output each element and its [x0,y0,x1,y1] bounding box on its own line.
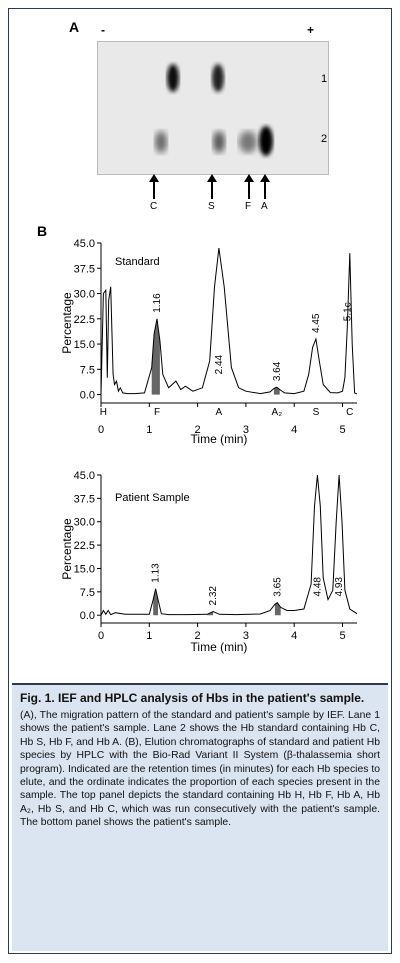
y-tick-label: 7.5 [80,364,95,376]
species-label: C [346,407,353,418]
chart-title: Patient Sample [115,492,190,504]
peak-label: 2.44 [214,354,225,374]
shaded-peak [273,387,280,395]
y-tick-label: 45.0 [74,470,95,482]
lane2-band-f [239,131,257,153]
shaded-peak [153,588,158,616]
y-tick-label: 22.5 [74,540,95,552]
lane2-band-a [259,126,273,156]
patient-chromatogram: 45.0 37.5 30.0 22.5 15.0 7.5 0.00 1 2 3 4 5 Time (mi… [60,470,358,654]
band-label-a: A [261,201,268,212]
lane2-band-c [155,131,167,153]
peak-label: 5.1c [342,302,353,321]
species-label: A₂ [272,407,283,418]
caption-body: (A), The migration pattern of the standa… [20,710,380,829]
peak-label: 4.45 [311,313,322,333]
lane-2-label: 2 [321,133,328,145]
x-tick-label: 3 [243,630,249,642]
shaded-peak [274,602,281,616]
arrow-c [149,174,159,199]
series-line [100,474,358,616]
x-tick-label: 4 [291,424,297,436]
x-axis-title: Time (min) [191,640,248,654]
y-tick-label: 45.0 [74,238,95,250]
x-tick-label: 0 [98,424,104,436]
caption-title: Fig. 1. IEF and HPLC analysis of Hbs in … [20,691,365,705]
y-tick-label: 37.5 [74,263,95,275]
y-tick-label: 22.5 [74,314,95,326]
x-tick-label: 4 [291,630,297,642]
peak-label: 1.13 [151,563,162,583]
x-tick-label: 5 [339,424,345,436]
y-tick-label: 15.0 [74,339,95,351]
lane1-band-f [212,64,224,92]
peak-label: 3.65 [272,577,283,597]
chart-title: Standard [115,256,160,268]
peak-label: 4.48 [312,577,323,597]
gel-bands [155,64,273,156]
peak-label: 3.64 [272,361,283,381]
standard-chromatogram: 45.0 37.5 30.0 22.5 15.0 7.5 0.0 0 1 2 3 4 5 Time (mi… [60,238,358,446]
y-axis-title: Percentage [60,292,74,354]
peak-label: 2.32 [208,586,219,606]
peak-label: 1.16 [152,293,163,313]
species-label: F [154,407,160,418]
x-tick-label: 1 [146,424,152,436]
figure-frame: A - + 1 2 C S [8,8,392,954]
ief-gel [97,41,329,175]
peak-label: 4.93 [334,577,345,597]
species-label: A [216,407,223,418]
band-label-s: S [208,201,215,212]
x-tick-label: 5 [339,630,345,642]
y-tick-label: 0.0 [80,390,95,402]
y-axis-title: Percentage [60,518,74,580]
band-label-c: C [150,201,158,212]
x-axis-title: Time (min) [191,432,248,446]
minus-sign: - [101,23,105,37]
x-tick-label: 2 [195,424,201,436]
shaded-peak [151,318,160,395]
y-tick-label: 30.0 [74,517,95,529]
lane1-band-s [167,64,179,92]
panel-a-label: A [69,19,80,35]
plus-sign: + [307,23,315,37]
x-tick-label: 2 [195,630,201,642]
y-tick-label: 15.0 [74,563,95,575]
figure-caption: Fig. 1. IEF and HPLC analysis of Hbs in … [12,683,388,951]
y-tick-label: 30.0 [74,289,95,301]
x-tick-label: 1 [146,630,152,642]
x-tick-label: 3 [243,424,249,436]
lane-1-label: 1 [321,73,328,85]
y-tick-label: 37.5 [74,493,95,505]
lane2-band-s [213,131,225,153]
arrow-f [244,174,254,199]
arrow-a [260,174,270,199]
band-label-f: F [245,201,252,212]
arrow-s [207,174,217,199]
species-label: S [313,407,320,418]
x-tick-label: 0 [98,630,104,642]
panel-b-label: B [37,223,48,239]
y-tick-label: 7.5 [80,587,95,599]
species-label: H [100,407,107,418]
figure: A - + 1 2 C S [9,9,393,681]
series-line [100,248,358,395]
y-tick-label: 0.0 [80,610,95,622]
